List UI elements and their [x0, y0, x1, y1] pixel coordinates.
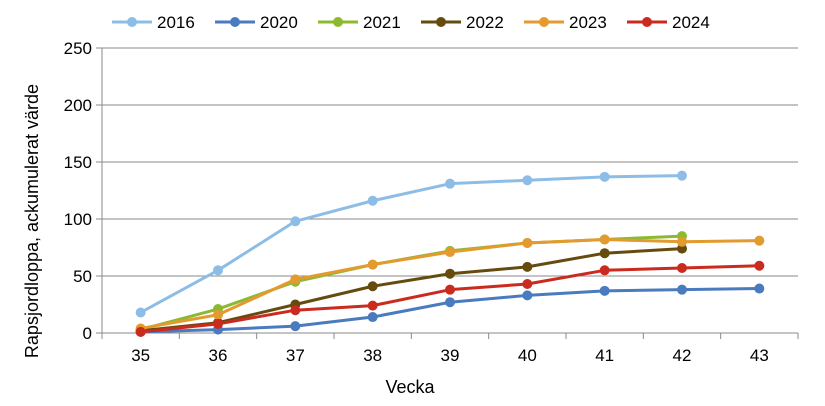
data-point [290, 274, 301, 285]
legend-marker [333, 17, 343, 27]
data-point [367, 300, 378, 311]
series-2016 [135, 170, 687, 318]
x-tick-label: 40 [518, 346, 537, 365]
legend-label: 2024 [672, 13, 710, 32]
data-point [290, 305, 301, 316]
y-tick-label: 150 [64, 153, 92, 172]
legend-marker [127, 17, 137, 27]
legend-label: 2023 [569, 13, 607, 32]
data-point [599, 285, 610, 296]
data-point [290, 321, 301, 332]
data-point [135, 307, 146, 318]
data-point [367, 259, 378, 270]
x-tick-label: 39 [441, 346, 460, 365]
axes: 0 50 100 150 200 250 35 36 37 38 39 40 41 42 43 [64, 39, 799, 365]
data-point [367, 195, 378, 206]
data-point [677, 170, 687, 181]
data-point [522, 175, 533, 186]
data-point [677, 243, 687, 254]
data-point [367, 312, 378, 323]
data-point [445, 297, 455, 308]
legend-item: 2020 [215, 13, 298, 32]
data-point [213, 265, 223, 276]
data-point [290, 216, 301, 227]
data-point [522, 290, 533, 301]
legend-item: 2024 [627, 13, 710, 32]
legend-label: 2020 [260, 13, 298, 32]
data-point [522, 278, 533, 289]
x-tick-label: 41 [595, 346, 614, 365]
data-point [367, 281, 378, 292]
x-tick-label: 36 [209, 346, 228, 365]
data-point [754, 260, 765, 271]
x-tick-label: 35 [131, 346, 150, 365]
series-2024 [135, 260, 765, 337]
x-axis-title: Vecka [385, 377, 435, 397]
y-axis-title: Rapsjordloppa, ackumulerat värde [22, 84, 42, 358]
legend-item: 2021 [318, 13, 401, 32]
legend-marker [642, 17, 652, 27]
y-tick-label: 0 [83, 324, 92, 343]
data-point [522, 261, 533, 272]
data-point [599, 234, 610, 245]
data-point [599, 171, 610, 182]
data-point [213, 309, 223, 320]
data-point [445, 178, 455, 189]
data-point [677, 284, 687, 295]
legend-item: 2022 [421, 13, 504, 32]
series-layer [135, 170, 765, 337]
series-line [140, 287, 760, 334]
data-point [522, 237, 533, 248]
y-tick-label: 200 [64, 96, 92, 115]
data-point [599, 248, 610, 259]
y-tick-label: 50 [73, 267, 92, 286]
series-line [139, 174, 683, 314]
data-point [677, 236, 687, 247]
legend-label: 2021 [363, 13, 401, 32]
series-2023 [135, 234, 765, 334]
legend: 2016 2020 2021 2022 2023 2024 [112, 13, 710, 32]
legend-item: 2023 [524, 13, 607, 32]
data-point [677, 263, 687, 274]
legend-label: 2016 [157, 13, 195, 32]
x-tick-label: 38 [363, 346, 382, 365]
legend-marker [436, 17, 446, 27]
data-point [445, 268, 455, 279]
data-point [754, 283, 765, 294]
data-point [445, 247, 455, 258]
legend-marker [539, 17, 549, 27]
data-point [445, 284, 455, 295]
data-point [213, 318, 223, 329]
legend-item: 2016 [112, 13, 195, 32]
data-point [599, 265, 610, 276]
legend-marker [230, 17, 240, 27]
data-point [754, 235, 765, 246]
x-tick-label: 42 [673, 346, 692, 365]
data-point [135, 326, 146, 337]
legend-label: 2022 [466, 13, 504, 32]
y-tick-label: 250 [64, 39, 92, 58]
y-tick-label: 100 [64, 210, 92, 229]
series-line [140, 247, 683, 333]
x-tick-label: 37 [286, 346, 305, 365]
x-tick-label: 43 [750, 346, 769, 365]
